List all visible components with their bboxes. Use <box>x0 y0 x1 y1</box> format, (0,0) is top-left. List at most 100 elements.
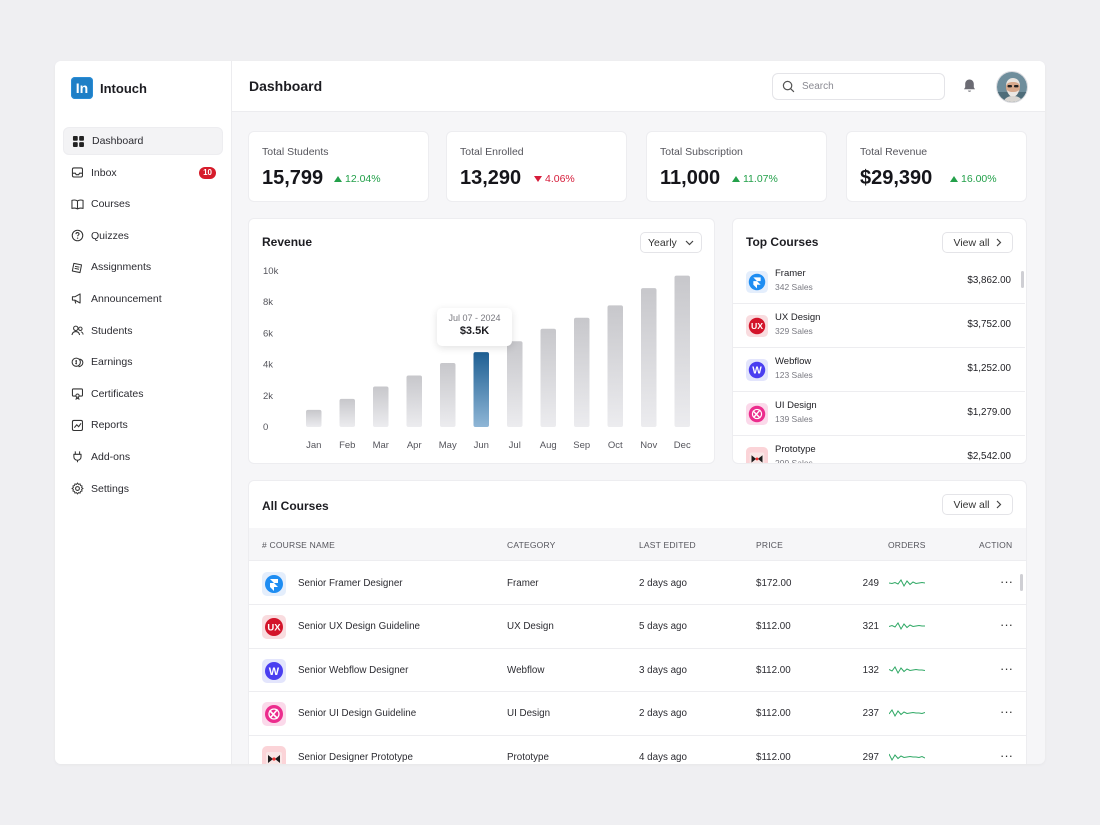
sidebar-item-certificates[interactable]: Certificates <box>63 380 223 408</box>
sidebar-item-reports[interactable]: Reports <box>63 411 223 439</box>
bar-nov[interactable] <box>641 288 657 427</box>
course-name[interactable]: Senior UI Design Guideline <box>298 708 417 720</box>
sidebar-item-quizzes[interactable]: Quizzes <box>63 222 223 250</box>
sidebar-item-inbox[interactable]: Inbox 10 <box>63 159 223 187</box>
x-tick-label: May <box>439 440 457 451</box>
sidebar-item-earnings[interactable]: Earnings <box>63 348 223 376</box>
top-courses-view-all-button[interactable]: View all <box>942 232 1013 253</box>
page-title: Dashboard <box>249 78 323 94</box>
trend-up-icon <box>732 176 740 182</box>
sidebar-item-label: Certificates <box>91 387 144 400</box>
stat-change: 4.06% <box>534 173 575 185</box>
more-actions-icon[interactable]: ··· <box>1000 704 1013 720</box>
sidebar-item-students[interactable]: Students <box>63 317 223 345</box>
table-row[interactable]: Senior Framer Designer Framer 2 days ago… <box>249 562 1026 606</box>
course-orders: 297 <box>862 751 879 763</box>
all-courses-panel: All Courses View all # COURSE NAME CATEG… <box>248 480 1027 764</box>
sidebar-item-label: Add-ons <box>91 450 131 463</box>
bar-jun[interactable] <box>473 352 490 427</box>
more-actions-icon[interactable]: ··· <box>1000 747 1013 763</box>
table-scrollbar[interactable] <box>1020 574 1023 591</box>
inbox-icon <box>71 166 84 179</box>
brand[interactable]: In Intouch <box>71 77 147 99</box>
bell-icon[interactable] <box>962 78 977 94</box>
bar-may[interactable] <box>440 363 456 427</box>
column-header-category[interactable]: CATEGORY <box>507 540 556 550</box>
table-row[interactable]: Senior Designer Prototype Prototype 4 da… <box>249 736 1026 764</box>
stat-card-total-enrolled: Total Enrolled 13,290 4.06% <box>446 131 627 202</box>
stat-change: 11.07% <box>732 173 778 185</box>
top-course-sales: 342 Sales <box>775 282 813 292</box>
bar-oct[interactable] <box>607 305 624 427</box>
top-course-prototype[interactable]: Prototype 299 Sales $2,542.00 <box>733 436 1025 463</box>
question-icon <box>71 229 84 242</box>
top-course-sales: 329 Sales <box>775 326 813 336</box>
trend-up-icon <box>950 176 958 182</box>
sidebar-item-dashboard[interactable]: Dashboard <box>63 127 223 155</box>
more-actions-icon[interactable]: ··· <box>1000 660 1013 676</box>
top-course-ux-design[interactable]: UX UX Design 329 Sales $3,752.00 <box>733 304 1025 348</box>
table-row[interactable]: UX Senior UX Design Guideline UX Design … <box>249 605 1026 649</box>
top-course-ui-design[interactable]: UI Design 139 Sales $1,279.00 <box>733 392 1025 436</box>
course-last-edited: 5 days ago <box>639 621 687 633</box>
x-tick-label: Feb <box>339 440 355 451</box>
column-header-course-name[interactable]: # COURSE NAME <box>262 540 335 550</box>
more-actions-icon[interactable]: ··· <box>1000 617 1013 633</box>
sidebar-item-courses[interactable]: Courses <box>63 190 223 218</box>
x-tick-label: Aug <box>540 440 557 451</box>
sidebar-item-label: Dashboard <box>92 135 144 147</box>
framer-icon <box>746 271 768 293</box>
column-header-last-edited[interactable]: LAST EDITED <box>639 540 696 550</box>
bar-feb[interactable] <box>339 398 356 427</box>
course-name[interactable]: Senior Designer Prototype <box>298 751 413 763</box>
sidebar-item-label: Assignments <box>91 261 152 274</box>
sidebar-item-announcement[interactable]: Announcement <box>63 285 223 313</box>
ux-icon: UX <box>746 315 768 337</box>
unread-badge: 10 <box>199 166 216 179</box>
course-price: $112.00 <box>756 664 791 676</box>
sidebar-item-assignments[interactable]: Assignments <box>63 253 223 281</box>
search-box[interactable] <box>772 73 945 100</box>
bar-aug[interactable] <box>540 328 557 427</box>
top-course-framer[interactable]: Framer 342 Sales $3,862.00 <box>733 260 1025 304</box>
search-input[interactable] <box>802 81 932 92</box>
trend-down-icon <box>534 176 542 182</box>
bar-jan[interactable] <box>306 409 322 427</box>
bar-apr[interactable] <box>406 375 423 427</box>
course-last-edited: 3 days ago <box>639 664 687 676</box>
book-icon <box>71 198 84 211</box>
course-name[interactable]: Senior Framer Designer <box>298 578 403 589</box>
course-category: Framer <box>507 578 539 589</box>
course-name[interactable]: Senior Webflow Designer <box>298 664 409 676</box>
all-courses-view-all-button[interactable]: View all <box>942 494 1013 515</box>
top-course-webflow[interactable]: W Webflow 123 Sales $1,252.00 <box>733 348 1025 392</box>
top-course-price: $3,862.00 <box>967 275 1011 286</box>
avatar[interactable] <box>996 71 1028 103</box>
table-row[interactable]: W Senior Webflow Designer Webflow 3 days… <box>249 649 1026 693</box>
bar-jul[interactable] <box>507 341 523 427</box>
sidebar-item-label: Inbox <box>91 166 117 179</box>
trend-up-icon <box>334 176 342 182</box>
top-courses-scrollbar[interactable] <box>1021 271 1024 288</box>
ui-design-icon <box>262 702 286 727</box>
sidebar: In Intouch Dashboard Inbox 10 Courses Qui… <box>55 61 232 764</box>
stat-change: 16.00% <box>950 173 997 185</box>
orders-sparkline <box>889 579 925 588</box>
bar-mar[interactable] <box>373 386 389 427</box>
course-name[interactable]: Senior UX Design Guideline <box>298 621 420 633</box>
top-courses-panel: Top Courses View all Framer 342 Sales $3… <box>732 218 1027 464</box>
period-dropdown[interactable]: Yearly <box>640 232 702 253</box>
sidebar-item-add-ons[interactable]: Add-ons <box>63 443 223 471</box>
bar-sep[interactable] <box>574 317 590 427</box>
sidebar-item-settings[interactable]: Settings <box>63 475 223 503</box>
bar-dec[interactable] <box>674 275 691 427</box>
column-header-orders[interactable]: ORDERS <box>888 540 926 550</box>
more-actions-icon[interactable]: ··· <box>1000 574 1013 589</box>
sidebar-item-label: Courses <box>91 198 131 211</box>
table-row[interactable]: Senior UI Design Guideline UI Design 2 d… <box>249 692 1026 736</box>
framer-icon <box>262 572 286 596</box>
table-header: # COURSE NAME CATEGORY LAST EDITED PRICE… <box>249 528 1026 561</box>
top-course-price: $2,542.00 <box>967 451 1011 462</box>
top-course-name: Prototype <box>775 444 816 455</box>
column-header-price[interactable]: PRICE <box>756 540 783 550</box>
